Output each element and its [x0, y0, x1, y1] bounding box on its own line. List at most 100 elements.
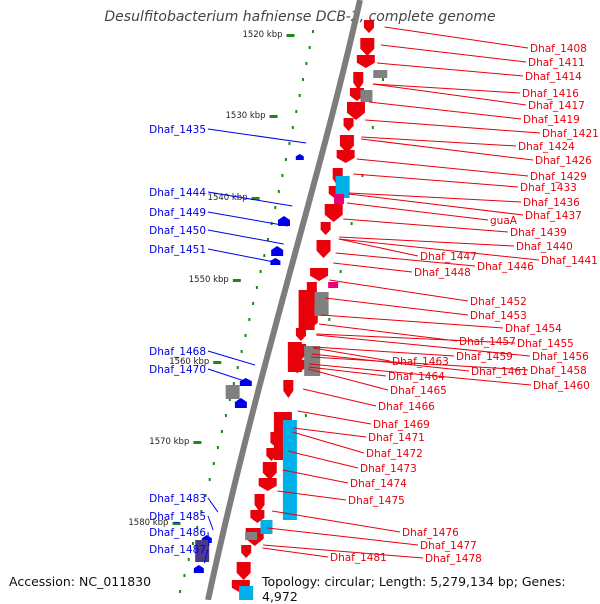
- gc-tick: [216, 446, 219, 449]
- gene-pseudo: [360, 90, 373, 102]
- right-gene-label: Dhaf_1457: [459, 336, 516, 348]
- left-gene-label: Dhaf_1468: [149, 346, 206, 358]
- left-leader-line: [207, 128, 307, 144]
- gc-tick: [291, 126, 294, 129]
- gc-tick: [288, 142, 291, 145]
- gene-rna: [239, 586, 254, 600]
- gc-tick: [255, 286, 258, 289]
- gc-tick: [274, 206, 277, 209]
- right-leader-line: [372, 83, 521, 94]
- right-gene-label: Dhaf_1437: [525, 210, 582, 222]
- right-gene-label: Dhaf_1463: [392, 356, 449, 368]
- scale-label: 1570 kbp: [149, 437, 189, 447]
- right-leader-line: [287, 450, 359, 469]
- left-gene-label: Dhaf_1449: [149, 207, 206, 219]
- right-gene-label: Dhaf_1424: [518, 141, 575, 153]
- right-gene-label: guaA: [490, 215, 518, 227]
- gc-tick: [267, 238, 270, 241]
- right-leader-line: [303, 388, 377, 407]
- left-gene-label: Dhaf_1486: [149, 527, 206, 539]
- gene-rna: [260, 520, 273, 534]
- gc-tick: [302, 78, 305, 81]
- gc-tick: [263, 254, 266, 257]
- right-leader-line: [356, 158, 529, 177]
- gene-forward: [343, 118, 354, 131]
- right-leader-line: [372, 83, 527, 106]
- left-gene-label: Dhaf_1487: [149, 544, 206, 556]
- gene-forward: [353, 72, 364, 90]
- right-leader-line: [343, 218, 509, 233]
- right-gene-label: Dhaf_1460: [533, 380, 590, 392]
- left-leader-line: [207, 531, 210, 547]
- left-leader-line: [207, 191, 293, 207]
- gene-forward: [339, 135, 354, 153]
- left-leader-line: [207, 368, 251, 384]
- right-leader-line: [339, 236, 515, 247]
- gc-tick: [240, 350, 243, 353]
- gene-pseudo: [314, 292, 329, 316]
- gc-tick: [305, 62, 308, 65]
- right-gene-label: Dhaf_1454: [505, 323, 562, 335]
- gc-tick: [204, 494, 207, 497]
- gene-pink: [334, 194, 345, 204]
- right-leader-line: [267, 527, 419, 546]
- gc-tick: [179, 590, 182, 593]
- gene-rna: [335, 176, 350, 198]
- gene-forward: [363, 20, 374, 33]
- gc-tick: [208, 478, 211, 481]
- right-gene-label: Dhaf_1478: [425, 553, 482, 565]
- right-leader-line: [263, 544, 424, 559]
- gene-pink: [328, 282, 339, 288]
- right-gene-label: Dhaf_1440: [516, 241, 573, 253]
- right-gene-label: Dhaf_1447: [420, 251, 477, 263]
- right-gene-label: Dhaf_1421: [542, 128, 599, 140]
- right-leader-line: [338, 238, 540, 261]
- scale-tick: [251, 197, 260, 200]
- gene-forward: [316, 240, 331, 258]
- genome-backbone: [205, 0, 363, 600]
- gc-tick: [281, 174, 284, 177]
- gc-tick: [187, 558, 190, 561]
- gene-forward: [262, 462, 277, 480]
- right-gene-label: Dhaf_1459: [456, 351, 513, 363]
- gene-forward: [258, 478, 277, 491]
- right-gene-label: Dhaf_1429: [530, 171, 587, 183]
- right-gene-label: Dhaf_1456: [532, 351, 589, 363]
- right-gene-label: Dhaf_1465: [390, 385, 447, 397]
- gene-forward: [266, 448, 277, 461]
- gene-forward: [250, 510, 265, 523]
- right-gene-label: Dhaf_1433: [520, 182, 577, 194]
- gene-forward: [346, 102, 365, 120]
- right-leader-line: [377, 62, 524, 77]
- scale-tick: [213, 361, 222, 364]
- right-gene-label: Dhaf_1472: [366, 448, 423, 460]
- gc-tick: [191, 542, 194, 545]
- right-leader-line: [349, 192, 522, 203]
- gc-tick: [304, 414, 307, 417]
- gene-pseudo: [245, 532, 258, 540]
- right-gene-label: Dhaf_1475: [348, 495, 405, 507]
- right-leader-line: [316, 334, 531, 357]
- right-leader-line: [282, 469, 349, 484]
- right-leader-line: [293, 427, 367, 438]
- left-gene-label: Dhaf_1444: [149, 187, 206, 199]
- right-gene-label: Dhaf_1417: [528, 100, 585, 112]
- gene-forward: [241, 545, 252, 558]
- gene-reverse: [295, 154, 304, 160]
- gc-tick: [328, 318, 331, 321]
- gc-tick: [371, 126, 374, 129]
- right-leader-line: [335, 252, 476, 267]
- scale-tick: [193, 441, 202, 444]
- gene-reverse: [193, 565, 204, 573]
- right-leader-line: [309, 363, 532, 386]
- right-leader-line: [368, 101, 522, 120]
- left-leader-line: [203, 548, 209, 564]
- gene-forward: [356, 55, 375, 68]
- right-gene-label: Dhaf_1464: [388, 371, 445, 383]
- right-labels-layer: Dhaf_1408Dhaf_1411Dhaf_1414Dhaf_1416Dhaf…: [262, 26, 599, 565]
- right-leader-line: [311, 353, 470, 372]
- gc-tick: [232, 382, 235, 385]
- gc-tick: [228, 398, 231, 401]
- right-gene-label: Dhaf_1458: [530, 365, 587, 377]
